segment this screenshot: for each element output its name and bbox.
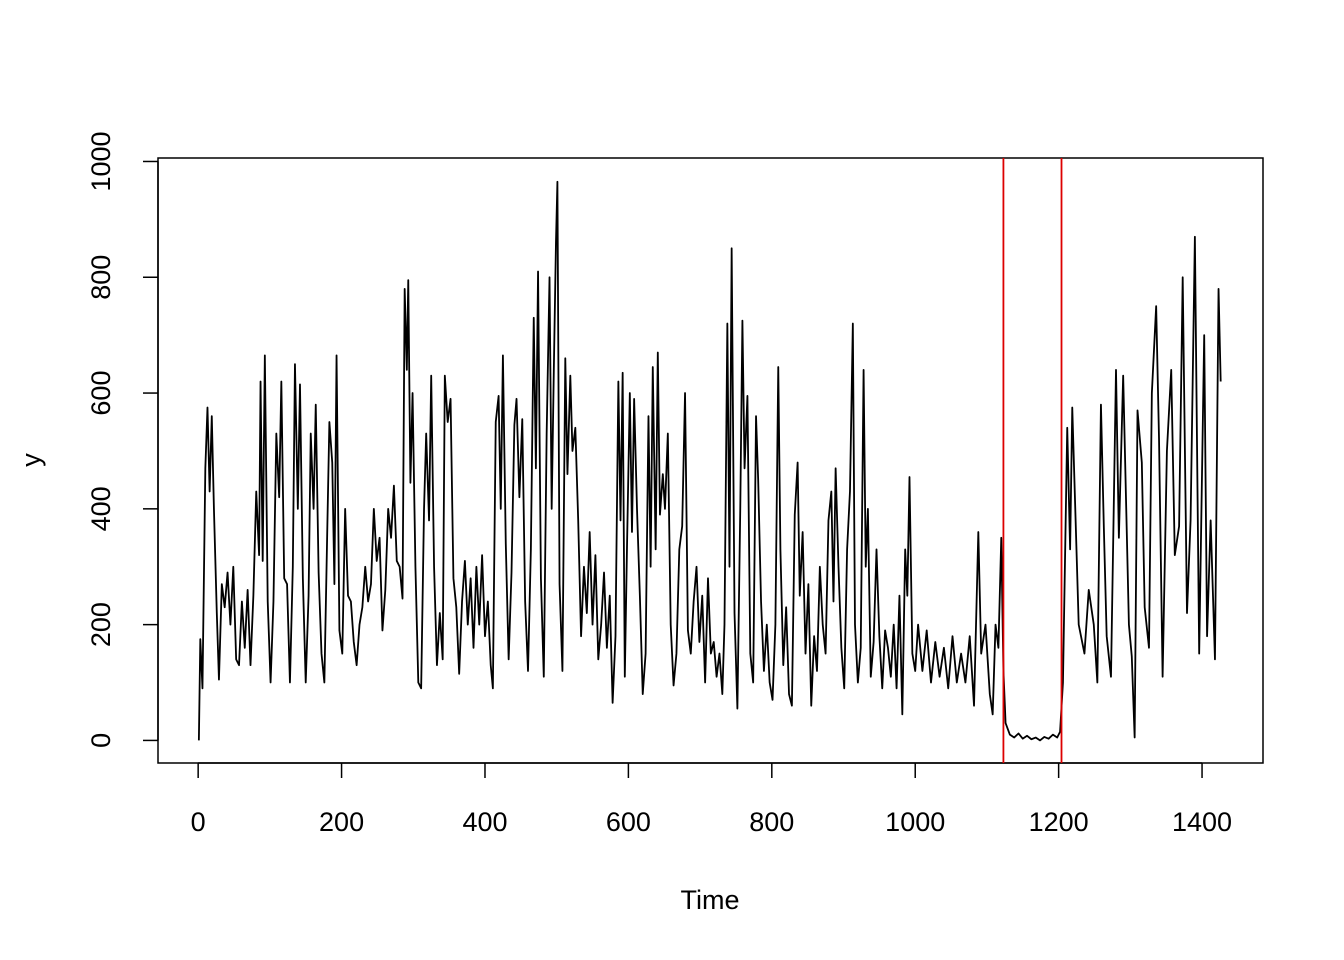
series-line xyxy=(197,180,1222,742)
y-tick-label: 800 xyxy=(86,255,116,300)
y-axis-title: y xyxy=(16,453,46,467)
x-tick-label: 200 xyxy=(319,807,364,837)
x-tick-label: 0 xyxy=(191,807,206,837)
x-axis-title: Time xyxy=(681,885,740,915)
x-tick-label: 400 xyxy=(462,807,507,837)
x-tick-label: 1000 xyxy=(885,807,945,837)
y-tick-label: 0 xyxy=(86,733,116,748)
y-tick-label: 1000 xyxy=(86,131,116,191)
x-tick-label: 600 xyxy=(606,807,651,837)
x-tick-label: 1400 xyxy=(1172,807,1232,837)
x-tick-label: 800 xyxy=(749,807,794,837)
y-tick-label: 600 xyxy=(86,371,116,416)
y-tick-label: 400 xyxy=(86,486,116,531)
x-tick-label: 1200 xyxy=(1029,807,1089,837)
y-tick-label: 200 xyxy=(86,602,116,647)
